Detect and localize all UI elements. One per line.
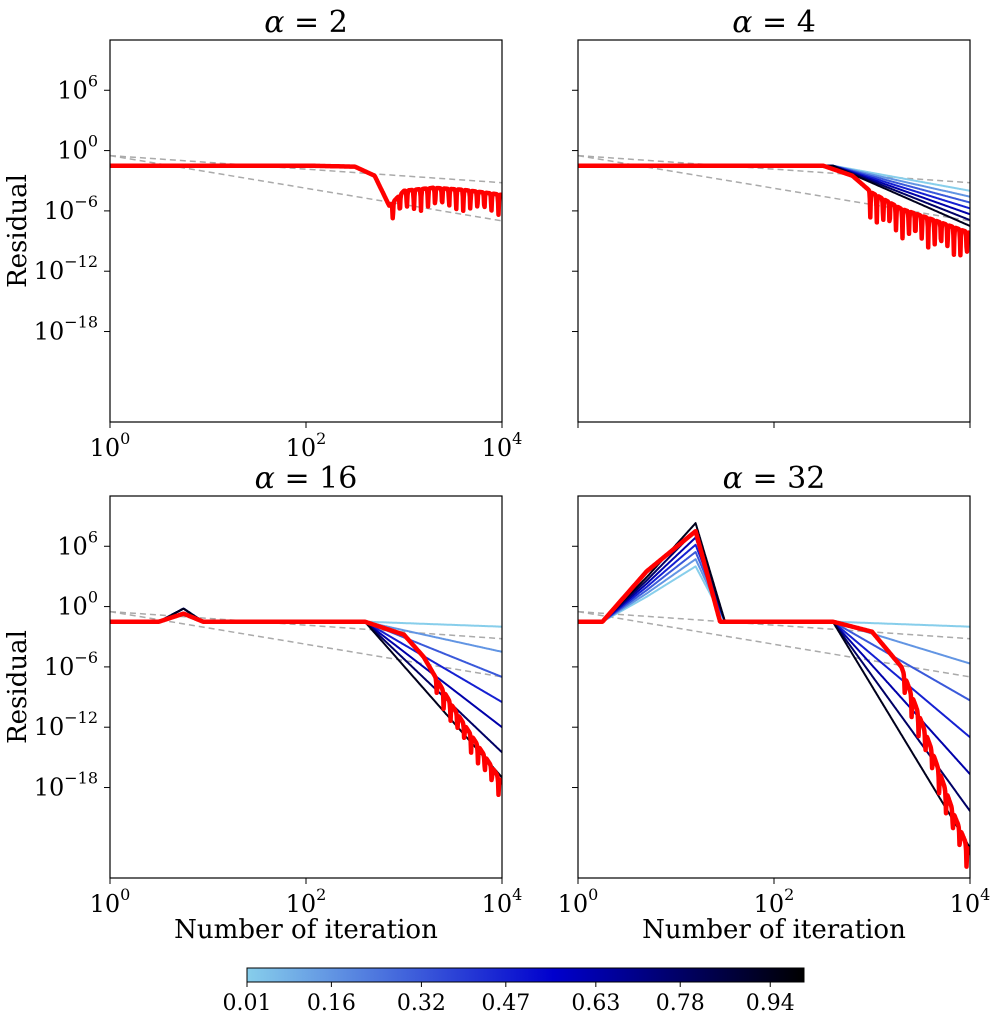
plot-area (578, 154, 970, 258)
colorbar-tick-label: 0.01 (223, 991, 272, 1016)
series-line-highlight (578, 528, 970, 869)
panel-title-symbol: α (264, 5, 284, 40)
panel-title-value: = 16 (275, 461, 357, 496)
panel-title: α = 4 (732, 5, 816, 40)
colorbar-tick-label: 0.63 (571, 991, 620, 1016)
y-tick-label: 10−6 (44, 192, 98, 225)
colorbar-gradient (246, 967, 805, 983)
panel-title-symbol: α (732, 5, 752, 40)
series-line-param-0.78 (110, 607, 502, 754)
reference-line-ref-1 (110, 154, 502, 184)
plot-area (578, 522, 970, 869)
series-line-param-0.63 (578, 536, 970, 776)
x-axis-label: Number of iteration (174, 915, 438, 945)
colorbar-tick-label: 0.47 (481, 991, 530, 1016)
x-tick-label: 104 (482, 885, 523, 918)
panel-4: α = 32 100 102 104 Number of iteration (558, 461, 991, 945)
reference-line-ref-2 (110, 154, 502, 222)
series-line-param-0.16 (578, 558, 970, 665)
panel-title-value: = 2 (284, 5, 347, 40)
y-axis-label: Residual (3, 174, 33, 288)
series-line-param-0.32 (578, 551, 970, 702)
panel-title-value: = 32 (743, 461, 825, 496)
series-line-param-0.94 (578, 522, 970, 849)
panel-title: α = 16 (255, 461, 358, 496)
y-tick-label: 100 (57, 132, 98, 165)
reference-line-ref-1 (578, 610, 970, 640)
colorbar-tick-label: 0.94 (746, 991, 795, 1016)
series-line-highlight (110, 163, 502, 221)
panel-title-value: = 4 (752, 5, 815, 40)
reference-line-ref-2 (578, 610, 970, 678)
panels: α = 2 106 100 10−6 10−12 10−18 100 102 104 Residu… (3, 5, 990, 945)
panel-title-symbol: α (723, 461, 743, 496)
axes-frame (109, 39, 503, 423)
series-line-highlight (578, 163, 970, 258)
series-line-param-0.16 (578, 164, 970, 198)
x-tick-label: 100 (558, 885, 599, 918)
series-line-param-0.16 (110, 607, 502, 653)
colorbar-tick-label: 0.32 (397, 991, 446, 1016)
y-tick-label: 106 (57, 71, 98, 104)
plot-area (110, 154, 502, 222)
y-tick-label: 10−6 (44, 648, 98, 681)
x-tick-label: 100 (90, 885, 131, 918)
panel-2: α = 4 (572, 5, 971, 428)
y-axis-label: Residual (3, 630, 33, 744)
colorbar-tick-label: 0.16 (307, 991, 356, 1016)
plot-area (110, 607, 502, 798)
x-tick-label: 104 (950, 885, 991, 918)
series-line-highlight (110, 611, 502, 798)
x-tick-label: 102 (754, 885, 795, 918)
y-tick-label: 10−12 (34, 708, 98, 741)
panel-title: α = 32 (723, 461, 826, 496)
colorbar-tick-label: 0.78 (656, 991, 705, 1016)
panel-1: α = 2 106 100 10−6 10−12 10−18 100 102 104 Residu… (3, 5, 522, 462)
x-tick-label: 104 (482, 429, 523, 462)
y-tick-label: 106 (57, 527, 98, 560)
panel-3: α = 16 106 100 10−6 10−12 10−18 100 102 104 Resid… (3, 461, 522, 945)
x-axis-label: Number of iteration (642, 915, 906, 945)
y-tick-label: 10−18 (34, 769, 98, 802)
y-tick-label: 100 (57, 588, 98, 621)
y-tick-label: 10−18 (34, 313, 98, 346)
panel-title: α = 2 (264, 5, 348, 40)
reference-line-ref-1 (578, 154, 970, 184)
panel-title-symbol: α (255, 461, 275, 496)
x-tick-label: 100 (90, 429, 131, 462)
reference-line-ref-2 (110, 610, 502, 678)
y-tick-label: 10−12 (34, 252, 98, 285)
x-tick-label: 102 (286, 885, 327, 918)
colorbar-ticks: 0.01 0.16 0.32 0.47 0.63 0.78 0.94 (223, 982, 795, 1016)
colorbar: 0.01 0.16 0.32 0.47 0.63 0.78 0.94 (223, 967, 805, 1016)
series-line-param-0.78 (578, 529, 970, 812)
x-tick-label: 102 (286, 429, 327, 462)
